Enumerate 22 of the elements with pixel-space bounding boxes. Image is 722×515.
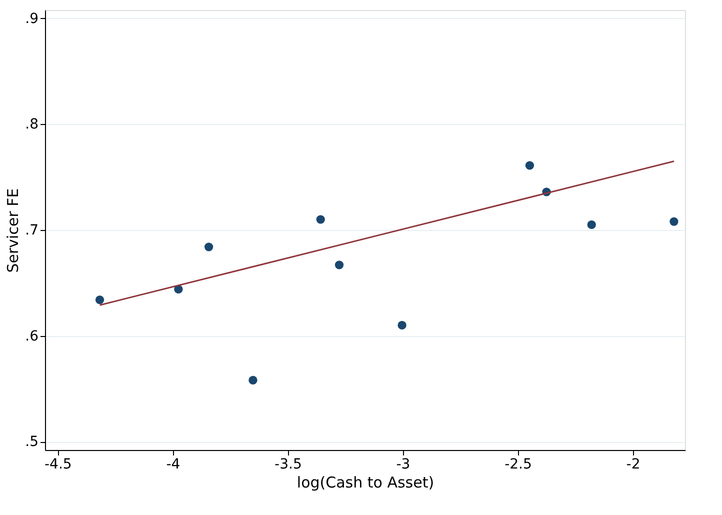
point <box>670 217 678 226</box>
y-axis-title: Servicer FE <box>4 188 22 273</box>
y-tick-label: .6 <box>25 328 39 344</box>
point <box>398 320 406 330</box>
point <box>95 295 104 304</box>
point <box>248 376 258 385</box>
x-tick-label: -3.5 <box>274 456 302 472</box>
point <box>204 242 214 252</box>
y-tick-label: .7 <box>25 222 38 238</box>
y-tick-label: .9 <box>25 10 38 27</box>
x-tick-label: -3 <box>396 456 410 472</box>
point <box>334 260 344 270</box>
y-tick-label: .5 <box>25 434 38 450</box>
x-axis-title: log(Cash to Asset) <box>296 474 434 492</box>
point <box>587 220 596 230</box>
x-tick-label: -2.5 <box>504 456 532 472</box>
x-tick-label: -2 <box>626 456 640 472</box>
point <box>316 215 325 224</box>
y-tick-label: .8 <box>25 116 38 133</box>
x-tick-label: -4 <box>166 456 180 472</box>
x-tick-label: -4.5 <box>44 456 72 472</box>
point <box>525 161 534 170</box>
